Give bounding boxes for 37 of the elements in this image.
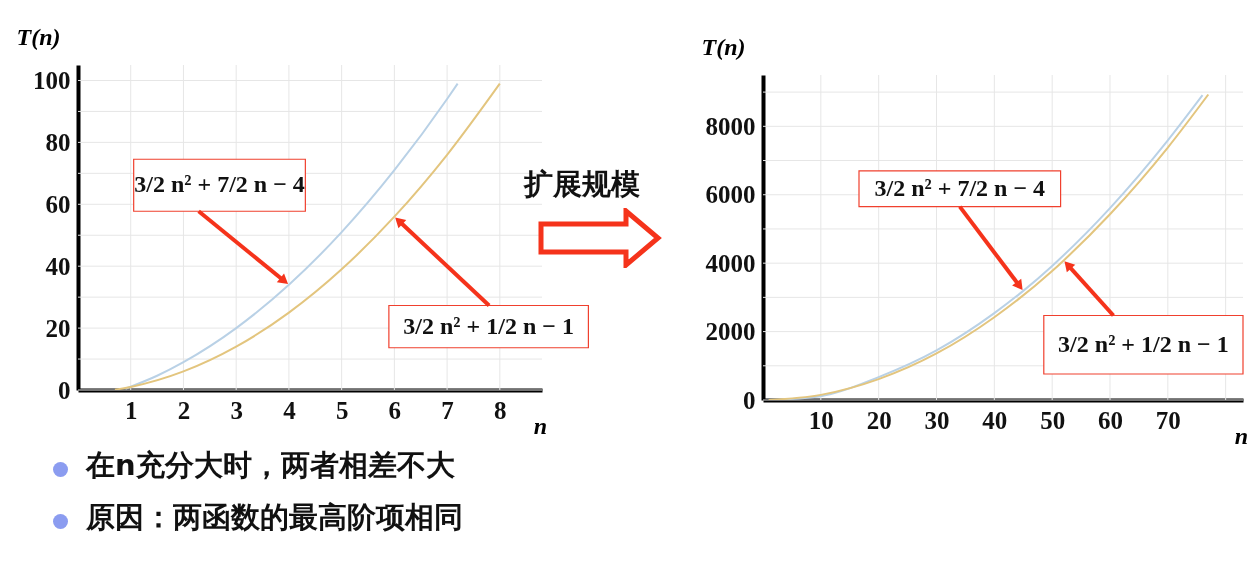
x-tick-label: 50 [1040, 406, 1066, 434]
text: 在n充分大时，两者相差不大 [86, 447, 455, 484]
x-tick-label: 5 [335, 396, 349, 424]
x-tick-label: 4 [283, 396, 297, 424]
x-tick-label: 20 [866, 406, 892, 434]
y-tick-label: 8000 [705, 112, 756, 140]
x-axis-title: n [1234, 422, 1249, 449]
x-axis-title: n [533, 412, 548, 439]
x-tick-label: 40 [982, 406, 1008, 434]
annotation: 3/2 n² + 1/2 n − 1 [403, 312, 574, 339]
text: 原因：两函数的最高阶项相同 [86, 499, 463, 536]
x-tick-label: 10 [808, 406, 834, 434]
x-tick-label: 2 [177, 396, 191, 424]
y-axis-title: T(n) [16, 23, 61, 50]
y-tick-label: 6000 [705, 181, 756, 209]
x-tick-label: 8 [494, 396, 507, 424]
y-tick-label: 0 [743, 386, 756, 414]
x-tick-label: 30 [924, 406, 950, 434]
x-tick-label: 70 [1155, 406, 1181, 434]
x-tick-label: 6 [388, 396, 402, 424]
y-axis-title: T(n) [701, 33, 746, 60]
y-tick-label: 80 [45, 128, 71, 156]
annotation: 扩展规模 [524, 166, 640, 203]
y-tick-label: 4000 [705, 249, 756, 277]
y-tick-label: 0 [58, 376, 71, 404]
annotation: 3/2 n² + 7/2 n − 4 [874, 174, 1046, 201]
x-tick-label: 1 [124, 396, 138, 424]
y-tick-label: 60 [45, 190, 71, 218]
y-tick-label: 2000 [705, 318, 756, 346]
x-tick-label: 3 [230, 396, 243, 424]
x-tick-label: 7 [441, 396, 454, 424]
annotation: 3/2 n² + 1/2 n − 1 [1058, 330, 1229, 357]
y-tick-label: 100 [33, 66, 71, 94]
y-tick-label: 40 [45, 252, 71, 280]
x-tick-label: 60 [1097, 406, 1123, 434]
y-tick-label: 20 [45, 314, 71, 342]
annotation: 3/2 n² + 7/2 n − 4 [134, 171, 305, 198]
